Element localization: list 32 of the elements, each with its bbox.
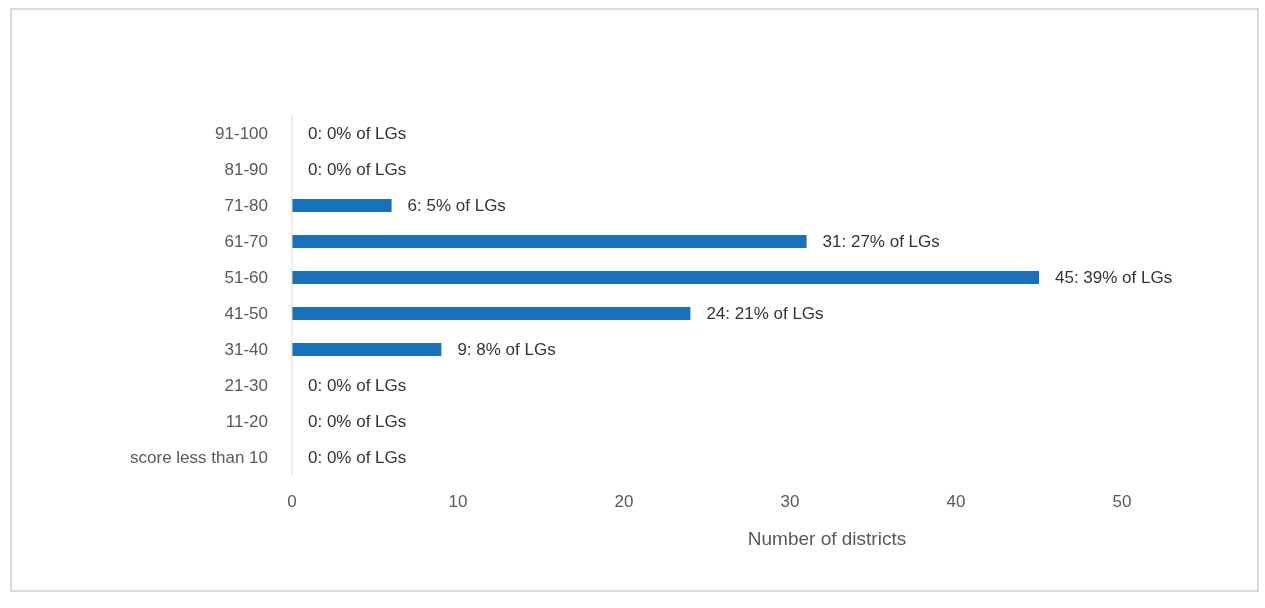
data-label: 24: 21% of LGs bbox=[706, 303, 824, 323]
y-tick-label: 91-100 bbox=[215, 124, 268, 144]
data-label: 6: 5% of LGs bbox=[407, 195, 506, 215]
data-label: 0: 0% of LGs bbox=[308, 447, 407, 467]
y-tick-label: 11-20 bbox=[225, 412, 268, 432]
x-tick-label: 40 bbox=[946, 492, 966, 512]
data-label: 9: 8% of LGs bbox=[457, 339, 556, 359]
y-tick-label: 71-80 bbox=[224, 196, 268, 216]
y-tick-label: 31-40 bbox=[224, 340, 268, 360]
bar bbox=[292, 343, 442, 356]
bar bbox=[292, 235, 807, 248]
y-tick-label: 61-70 bbox=[224, 232, 268, 252]
data-label: 0: 0% of LGs bbox=[308, 411, 407, 431]
y-tick-label: 81-90 bbox=[224, 160, 268, 180]
data-label: 0: 0% of LGs bbox=[308, 159, 407, 179]
x-tick-label: 20 bbox=[614, 492, 634, 512]
bar bbox=[292, 307, 691, 320]
x-tick-label: 30 bbox=[780, 492, 800, 512]
data-label: 45: 39% of LGs bbox=[1055, 267, 1173, 287]
y-tick-label: 41-50 bbox=[224, 304, 268, 324]
data-label: 31: 27% of LGs bbox=[822, 231, 940, 251]
y-tick-label: 21-30 bbox=[224, 376, 268, 396]
data-label: 0: 0% of LGs bbox=[308, 375, 407, 395]
bar bbox=[292, 271, 1039, 284]
x-tick-label: 50 bbox=[1112, 492, 1132, 512]
bar bbox=[292, 199, 392, 212]
x-tick-label: 10 bbox=[448, 492, 468, 512]
x-tick-label: 0 bbox=[287, 492, 297, 512]
y-tick-label: 51-60 bbox=[224, 268, 268, 288]
x-axis-title: Number of districts bbox=[747, 528, 907, 549]
data-label: 0: 0% of LGs bbox=[308, 123, 407, 143]
y-tick-label: score less than 10 bbox=[130, 448, 268, 468]
